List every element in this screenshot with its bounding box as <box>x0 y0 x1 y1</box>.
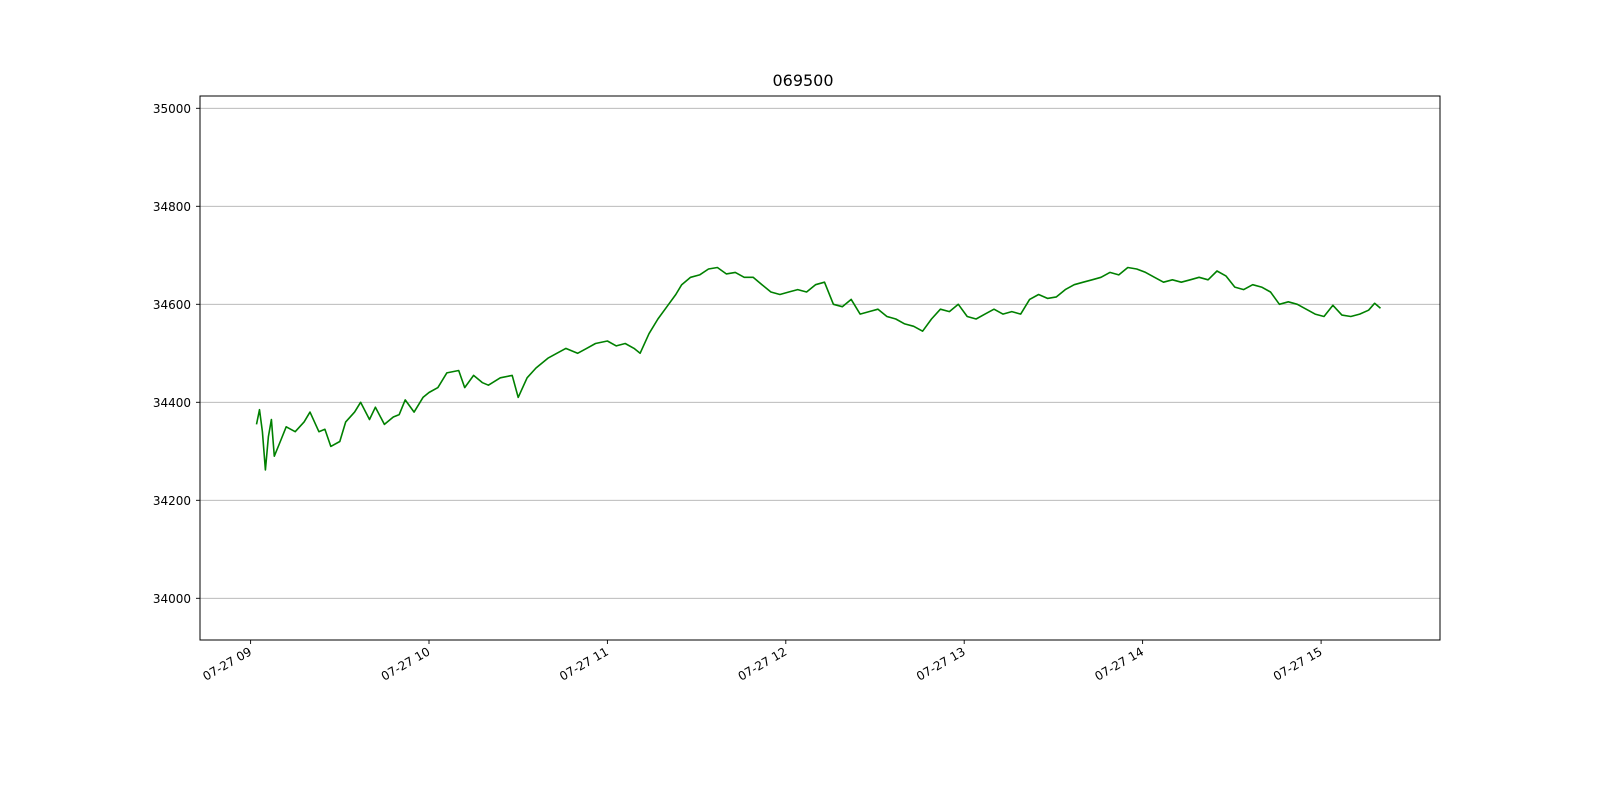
x-axis: 07-27 09 07-27 10 07-27 11 07-27 12 07-27 13… <box>200 640 1325 684</box>
x-tick-label: 07-27 13 <box>914 644 968 683</box>
series-line <box>255 266 1382 471</box>
x-tick-label: 07-27 10 <box>379 644 433 683</box>
y-tick-label: 34600 <box>153 298 191 312</box>
y-tick-label: 35000 <box>153 102 191 116</box>
y-tick-label: 34800 <box>153 200 191 214</box>
y-tick-label: 34000 <box>153 592 191 606</box>
x-tick-label: 07-27 12 <box>736 644 790 683</box>
axes-frame <box>199 95 1441 641</box>
y-tick-label: 34400 <box>153 396 191 410</box>
x-tick-label: 07-27 11 <box>557 644 611 683</box>
x-tick-label: 07-27 15 <box>1271 644 1325 683</box>
y-tick-label: 34200 <box>153 494 191 508</box>
chart-title: 069500 <box>772 71 833 90</box>
x-tick-label: 07-27 09 <box>200 644 254 683</box>
series-layer <box>255 266 1382 471</box>
y-axis: 34000 34200 34400 34600 34800 35000 <box>153 102 200 606</box>
grid-lines <box>200 107 1440 599</box>
x-tick-label: 07-27 14 <box>1092 644 1146 683</box>
